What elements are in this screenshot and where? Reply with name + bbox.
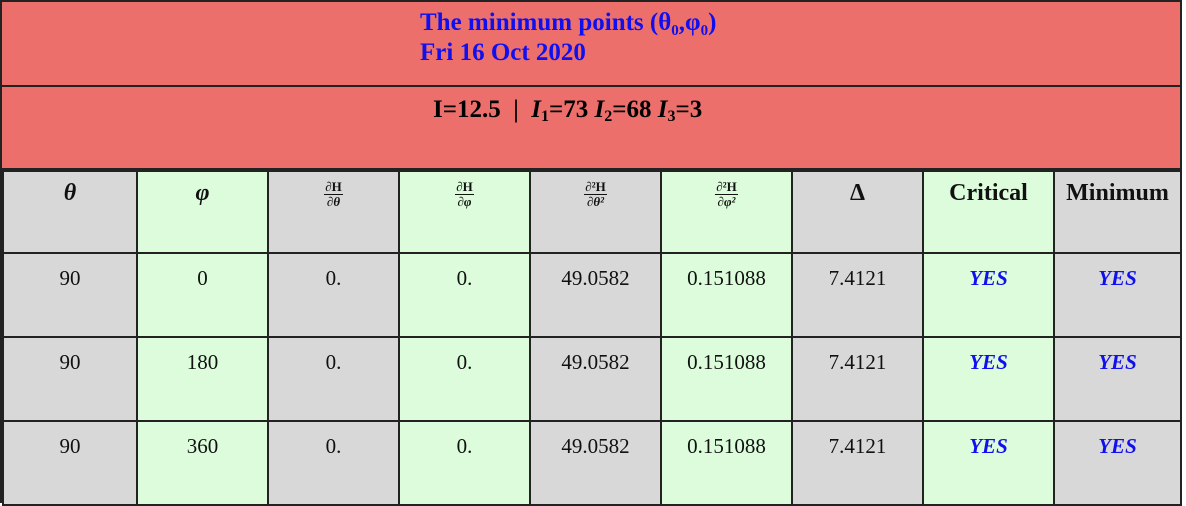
cell-d2h-dphi2: 0.151088 [660, 420, 793, 506]
critical-yes: YES [969, 266, 1008, 290]
param-i3-sub: 3 [667, 108, 676, 125]
cell-dh-dphi: 0. [398, 420, 531, 506]
fraction-d2h-dtheta2: ∂²H ∂θ² [584, 179, 607, 209]
header-minimum-label: Minimum [1066, 180, 1169, 206]
header-delta-label: Δ [849, 180, 866, 206]
param-i2-sub: 2 [604, 108, 613, 125]
param-separator: | [513, 96, 519, 123]
header-dh-dtheta: ∂H ∂θ [267, 170, 400, 254]
header-theta-label: θ [63, 180, 77, 206]
cell-minimum: YES [1053, 336, 1182, 422]
cell-minimum: YES [1053, 420, 1182, 506]
param-i2-symbol: I [594, 96, 605, 123]
fraction-denominator: ∂θ² [586, 194, 605, 209]
fraction-numerator: ∂H [455, 179, 474, 195]
cell-phi: 360 [136, 420, 269, 506]
header-critical-label: Critical [949, 180, 1028, 206]
param-i3-symbol: I [657, 96, 668, 123]
cell-d2h-dphi2: 0.151088 [660, 252, 793, 338]
param-i1-symbol: I [531, 96, 541, 123]
cell-dh-dtheta: 0. [267, 336, 400, 422]
header-phi: φ [136, 170, 269, 254]
results-table: θ φ ∂H ∂θ ∂H ∂φ ∂²H ∂θ² [2, 170, 1182, 506]
cell-delta: 7.4121 [791, 336, 924, 422]
title-banner: The minimum points (θ₀,φ₀) Fri 16 Oct 20… [2, 2, 1180, 87]
fraction-numerator: ∂²H [715, 179, 738, 195]
cell-critical: YES [922, 252, 1055, 338]
header-d2h-dtheta2: ∂²H ∂θ² [529, 170, 662, 254]
header-delta: Δ [791, 170, 924, 254]
header-row: θ φ ∂H ∂θ ∂H ∂φ ∂²H ∂θ² [2, 170, 1182, 254]
cell-delta: 7.4121 [791, 420, 924, 506]
cell-dh-dphi: 0. [398, 252, 531, 338]
cell-phi: 0 [136, 252, 269, 338]
title-date: Fri 16 Oct 2020 [420, 39, 586, 66]
fraction-denominator: ∂φ [457, 194, 472, 209]
cell-phi: 180 [136, 336, 269, 422]
cell-dh-dtheta: 0. [267, 252, 400, 338]
param-i1-value: =73 [548, 96, 589, 123]
critical-yes: YES [969, 350, 1008, 374]
header-critical: Critical [922, 170, 1055, 254]
cell-theta: 90 [2, 420, 138, 506]
minimum-yes: YES [1098, 434, 1137, 458]
fraction-dh-dtheta: ∂H ∂θ [324, 180, 343, 209]
param-i: I=12.5 [433, 96, 501, 123]
fraction-numerator: ∂²H [584, 179, 607, 195]
cell-theta: 90 [2, 252, 138, 338]
parameters-text: I=12.5 | I1=73 I2=68 I3=3 [433, 95, 702, 125]
minimum-yes: YES [1098, 266, 1137, 290]
cell-d2h-dtheta2: 49.0582 [529, 336, 662, 422]
title-text: The minimum points (θ₀,φ₀) Fri 16 Oct 20… [420, 8, 716, 68]
param-i2-value: =68 [612, 96, 652, 123]
cell-dh-dtheta: 0. [267, 420, 400, 506]
param-i1-sub: 1 [540, 108, 549, 125]
fraction-d2h-dphi2: ∂²H ∂φ² [715, 179, 738, 209]
cell-d2h-dtheta2: 49.0582 [529, 420, 662, 506]
header-d2h-dphi2: ∂²H ∂φ² [660, 170, 793, 254]
cell-d2h-dtheta2: 49.0582 [529, 252, 662, 338]
header-phi-label: φ [195, 180, 210, 206]
header-minimum: Minimum [1053, 170, 1182, 254]
cell-theta: 90 [2, 336, 138, 422]
cell-minimum: YES [1053, 252, 1182, 338]
title-heading: The minimum points (θ₀,φ₀) [420, 9, 717, 36]
fraction-denominator: ∂θ [326, 194, 341, 209]
cell-delta: 7.4121 [791, 252, 924, 338]
cell-dh-dphi: 0. [398, 336, 531, 422]
table-row: 90 360 0. 0. 49.0582 0.151088 7.4121 YES… [2, 420, 1182, 506]
table-row: 90 0 0. 0. 49.0582 0.151088 7.4121 YES Y… [2, 252, 1182, 338]
minimum-yes: YES [1098, 350, 1137, 374]
header-theta: θ [2, 170, 138, 254]
fraction-denominator: ∂φ² [717, 194, 736, 209]
cell-critical: YES [922, 420, 1055, 506]
header-dh-dphi: ∂H ∂φ [398, 170, 531, 254]
cell-d2h-dphi2: 0.151088 [660, 336, 793, 422]
cell-critical: YES [922, 336, 1055, 422]
fraction-dh-dphi: ∂H ∂φ [455, 180, 474, 209]
parameters-banner: I=12.5 | I1=73 I2=68 I3=3 [2, 87, 1180, 170]
param-i3-value: =3 [675, 96, 703, 123]
fraction-numerator: ∂H [324, 179, 343, 195]
table-row: 90 180 0. 0. 49.0582 0.151088 7.4121 YES… [2, 336, 1182, 422]
critical-yes: YES [969, 434, 1008, 458]
